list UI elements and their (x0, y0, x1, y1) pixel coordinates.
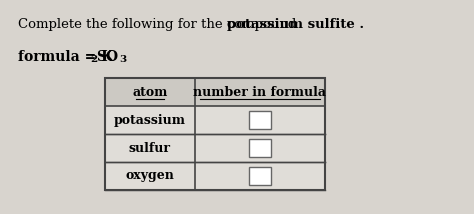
Bar (249, 139, 271, 157)
Bar (105, 78, 325, 190)
Text: 2: 2 (90, 55, 97, 64)
Text: potassium: potassium (114, 113, 186, 126)
Bar (105, 78, 325, 190)
Text: potassium sulfite .: potassium sulfite . (227, 18, 364, 31)
Bar (249, 111, 271, 129)
Text: formula = K: formula = K (18, 50, 113, 64)
Text: oxygen: oxygen (126, 169, 174, 183)
Bar (105, 78, 325, 106)
Bar (249, 167, 271, 185)
Text: atom: atom (132, 86, 168, 98)
Text: SO: SO (96, 50, 118, 64)
Text: number in formula: number in formula (193, 86, 327, 98)
Text: Complete the following for the compound: Complete the following for the compound (18, 18, 301, 31)
Text: 3: 3 (119, 55, 126, 64)
Text: sulfur: sulfur (129, 141, 171, 155)
